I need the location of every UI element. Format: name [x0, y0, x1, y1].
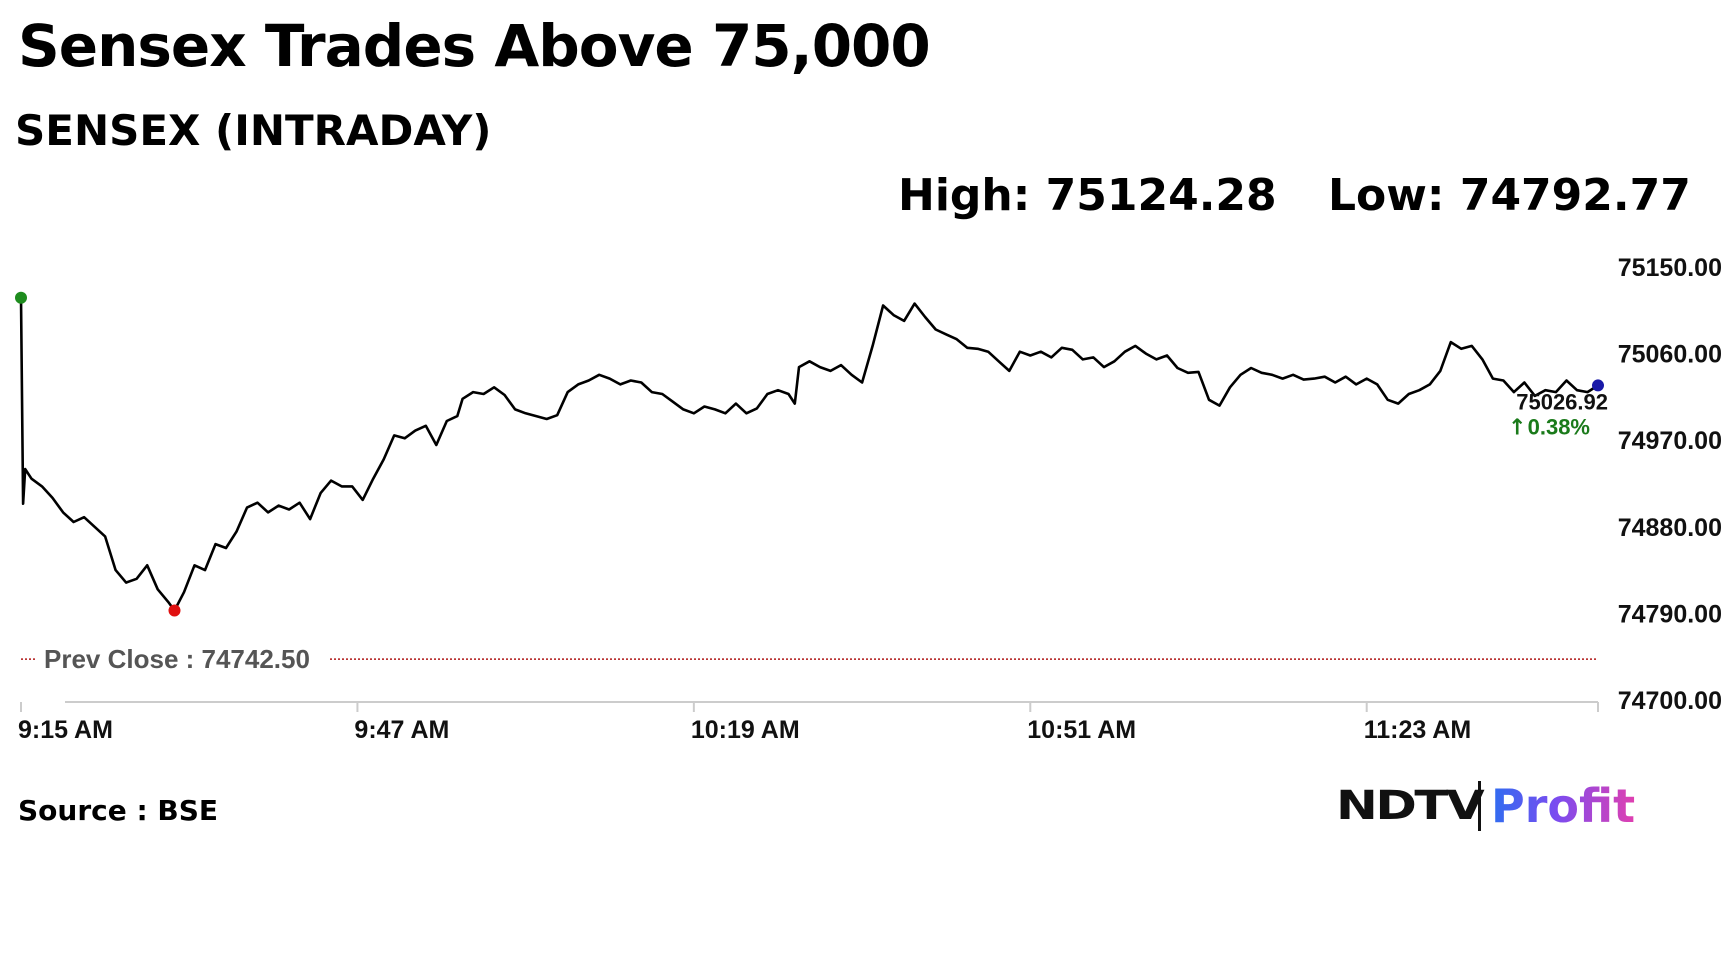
- chart-title: Sensex Trades Above 75,000: [18, 12, 931, 80]
- change-label: 0.38%: [1528, 414, 1590, 439]
- high-value: High: 75124.28: [898, 170, 1277, 221]
- logo-profit-text: Profit: [1491, 779, 1636, 833]
- series-line: [19, 297, 1599, 612]
- x-axis: 9:15 AM 9:47 AM 10:19 AM 10:51 AM 11:23 AM: [18, 701, 1599, 744]
- logo-ndtv-text: NDTV: [1336, 783, 1485, 829]
- y-tick-label: 74970.00: [1618, 427, 1722, 455]
- x-tick-label: 11:23 AM: [1364, 716, 1471, 744]
- change-group: ↑ 0.38%: [1508, 414, 1590, 440]
- last-value-label: 75026.92: [1516, 389, 1608, 414]
- intraday-chart: 9:15 AM 9:47 AM 10:19 AM 10:51 AM 11:23 AM 7…: [15, 254, 1722, 744]
- logo-divider: [1478, 781, 1481, 831]
- chart-subtitle: SENSEX (INTRADAY): [15, 106, 492, 155]
- y-tick-label: 75150.00: [1618, 254, 1722, 282]
- prev-close-group: Prev Close : 74742.50: [21, 644, 1598, 674]
- x-tick-label: 10:19 AM: [691, 716, 800, 744]
- prev-close-label: Prev Close : 74742.50: [44, 644, 310, 674]
- x-tick-group: 9:15 AM 9:47 AM 10:19 AM 10:51 AM 11:23 AM: [18, 702, 1599, 744]
- change-arrow-icon: ↑: [1508, 415, 1526, 440]
- x-tick-label: 9:15 AM: [18, 716, 113, 744]
- source-note: Source : BSE: [18, 794, 219, 827]
- x-tick-label: 9:47 AM: [354, 716, 449, 744]
- y-tick-group: 75150.00 75060.00 74970.00 74880.00 74790.00…: [1618, 254, 1722, 715]
- y-tick-label: 74880.00: [1618, 514, 1722, 542]
- low-value: Low: 74792.77: [1328, 170, 1691, 221]
- y-tick-label: 75060.00: [1618, 341, 1722, 369]
- low-marker: [168, 604, 181, 617]
- y-tick-label: 74700.00: [1618, 687, 1722, 715]
- x-tick-label: 10:51 AM: [1027, 716, 1136, 744]
- ndtv-profit-logo: NDTV Profit: [1336, 778, 1635, 834]
- open-marker: [15, 291, 27, 304]
- last-marker: [1592, 379, 1604, 392]
- y-tick-label: 74790.00: [1618, 600, 1722, 628]
